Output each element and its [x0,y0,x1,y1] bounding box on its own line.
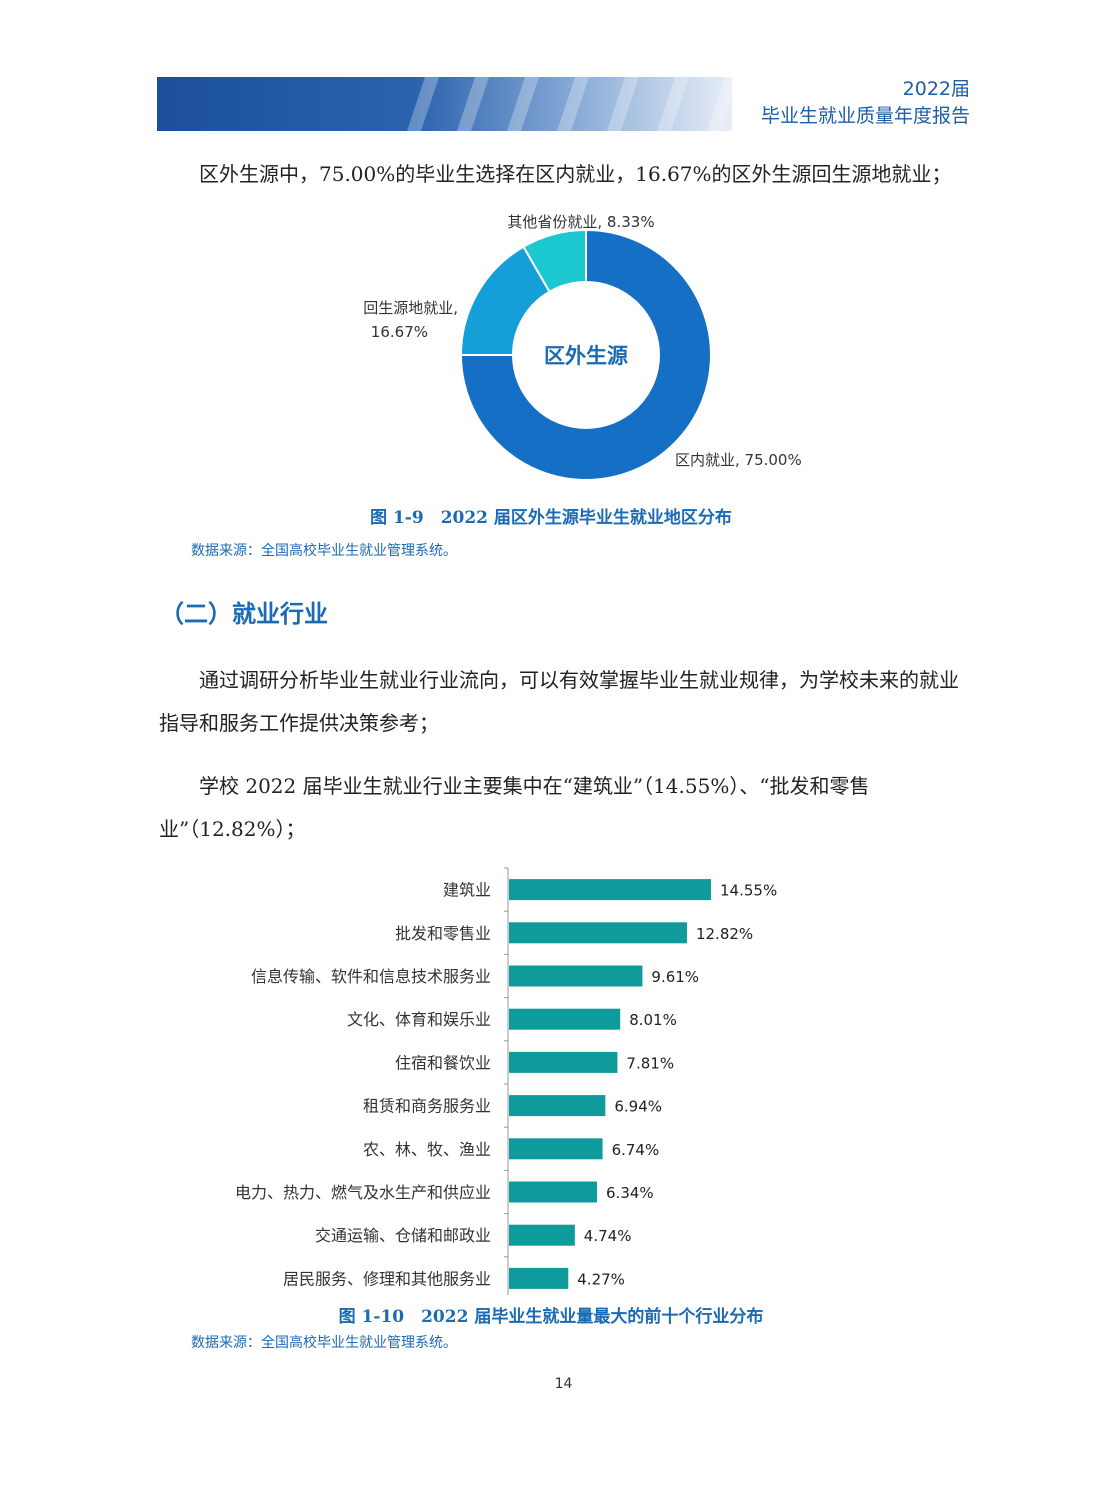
bar-category-label: 信息传输、软件和信息技术服务业 [251,967,491,986]
bar-value-label: 4.74% [584,1227,632,1245]
bar [509,1181,598,1203]
paragraph-2: 通过调研分析毕业生就业行业流向，可以有效掌握毕业生就业规律，为学校未来的就业指导… [159,668,959,735]
page-number: 14 [554,1376,573,1392]
bar-category-label: 住宿和餐饮业 [395,1053,491,1072]
bar-value-label: 14.55% [720,882,777,900]
header-title: 2022届 毕业生就业质量年度报告 [761,76,970,130]
header-band [157,77,732,131]
donut-slice-0 [459,228,712,481]
figure-1-10-source: 数据来源：全国高校毕业生就业管理系统。 [191,1335,457,1351]
bar-value-label: 9.61% [651,968,699,986]
header-report-title: 毕业生就业质量年度报告 [760,105,970,127]
bar [509,922,687,944]
bar-value-label: 6.94% [614,1098,662,1116]
bar-chart: 建筑业 14.55% 批发和零售业 12.82% 信息传输、软件和信息技术服务业 9.61… [235,867,777,1295]
bar-category-label: 交通运输、仓储和邮政业 [315,1226,491,1245]
bar [509,1095,606,1117]
bar [509,1224,575,1246]
donut-slice-2 [522,228,587,294]
donut-label-0: 区内就业, 75.00% [675,451,802,469]
bar-value-label: 12.82% [696,925,753,943]
bar-value-label: 8.01% [629,1011,677,1029]
donut-center-label: 区外生源 [544,344,628,368]
header-year: 2022届 [902,78,970,100]
bar [509,1267,569,1289]
bar-category-label: 电力、热力、燃气及水生产和供应业 [235,1183,491,1202]
donut-label-1-value: 16.67% [371,323,428,341]
bar-category-label: 农、林、牧、渔业 [363,1140,491,1159]
bar [509,1138,603,1160]
bar [509,1051,618,1073]
donut-label-1: 回生源地就业, [363,299,458,317]
bar-value-label: 4.27% [577,1270,625,1288]
bar [509,879,711,901]
bar-category-label: 建筑业 [443,881,491,900]
figure-1-9-caption: 图 1-9 2022 届区外生源毕业生就业地区分布 [370,508,732,528]
bar-category-label: 文化、体育和娱乐业 [347,1010,491,1029]
paragraph-1: 区外生源中，75.00%的毕业生选择在区内就业，16.67%的区外生源回生源地就… [199,162,952,186]
section-heading: （二）就业行业 [160,600,328,628]
bar-value-label: 6.74% [612,1141,660,1159]
bar-category-label: 居民服务、修理和其他服务业 [283,1269,491,1288]
donut-label-2: 其他省份就业, 8.33% [507,213,654,231]
bar-value-label: 6.34% [606,1184,654,1202]
bar [509,965,643,987]
bar [509,1008,621,1030]
paragraph-3: 学校 2022 届毕业生就业行业主要集中在“建筑业”（14.55%）、“批发和零… [159,774,870,841]
figure-1-10-caption: 图 1-10 2022 届毕业生就业量最大的前十个行业分布 [338,1307,764,1327]
bar-category-label: 批发和零售业 [395,924,491,943]
bar-category-label: 租赁和商务服务业 [363,1097,491,1116]
figure-1-9-source: 数据来源：全国高校毕业生就业管理系统。 [191,543,457,559]
bar-value-label: 7.81% [626,1054,674,1072]
